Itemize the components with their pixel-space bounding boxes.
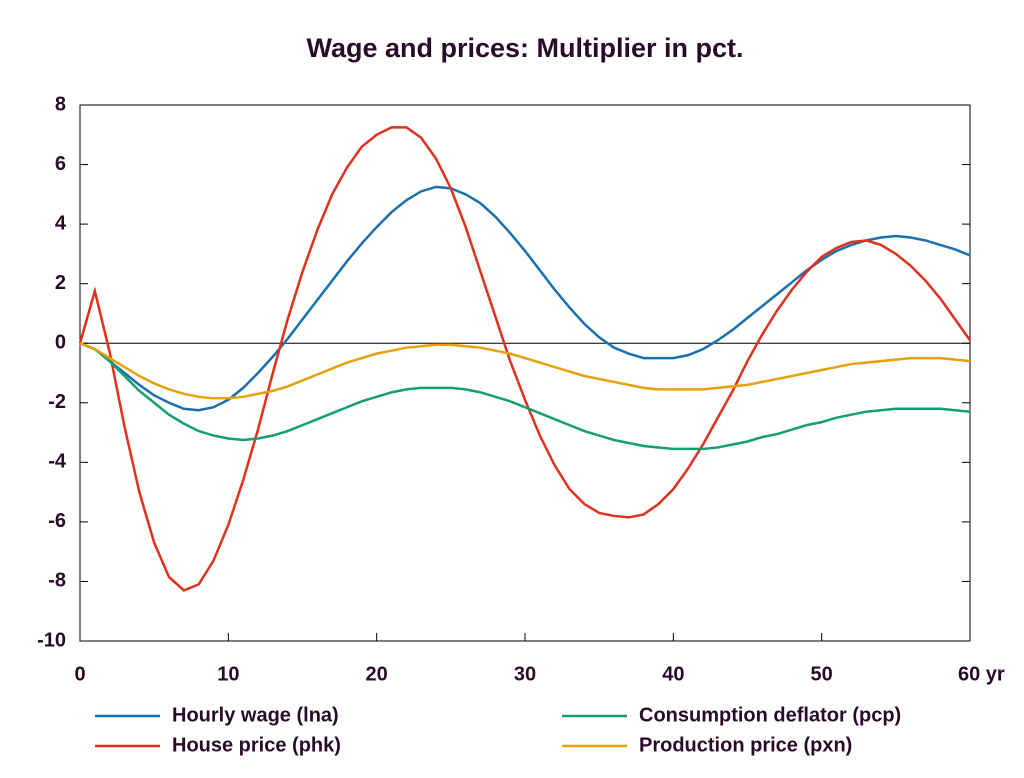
legend-label: Production price (pxn)	[639, 734, 852, 756]
legend-label: Hourly wage (lna)	[172, 704, 339, 726]
y-tick-label: -2	[48, 391, 66, 413]
y-tick-label: 2	[55, 272, 66, 294]
x-tick-label: 20	[366, 663, 388, 685]
x-tick-label: 0	[74, 663, 85, 685]
legend-label: Consumption deflator (pcp)	[639, 704, 901, 726]
x-tick-label: 30	[514, 663, 536, 685]
x-tick-label: 60 yr	[958, 663, 1005, 685]
y-tick-label: 4	[55, 212, 67, 234]
series-line	[78, 126, 972, 592]
y-tick-label: 8	[55, 93, 66, 115]
series-line	[79, 185, 971, 412]
y-tick-label: 0	[55, 332, 66, 354]
series-line	[79, 342, 971, 400]
y-tick-label: -8	[48, 570, 66, 592]
y-tick-label: 6	[55, 153, 66, 175]
x-tick-label: 50	[811, 663, 833, 685]
x-tick-label: 10	[217, 663, 239, 685]
x-tick-label: 40	[662, 663, 684, 685]
legend-label: House price (phk)	[172, 734, 341, 756]
chart-title: Wage and prices: Multiplier in pct.	[306, 33, 743, 63]
y-tick-label: -6	[48, 510, 66, 532]
y-tick-label: -10	[37, 629, 66, 651]
y-tick-label: -4	[48, 451, 67, 473]
series-line	[79, 342, 971, 451]
